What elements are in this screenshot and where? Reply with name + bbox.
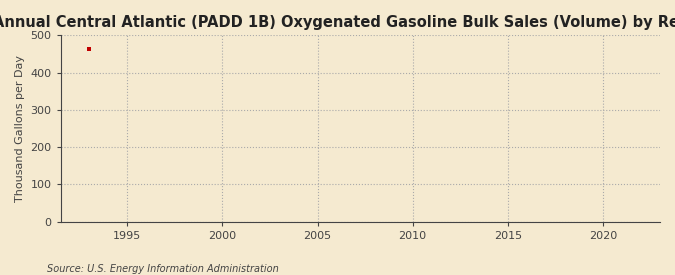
- Title: Annual Central Atlantic (PADD 1B) Oxygenated Gasoline Bulk Sales (Volume) by Ref: Annual Central Atlantic (PADD 1B) Oxygen…: [0, 15, 675, 30]
- Y-axis label: Thousand Gallons per Day: Thousand Gallons per Day: [15, 55, 25, 202]
- Text: Source: U.S. Energy Information Administration: Source: U.S. Energy Information Administ…: [47, 264, 279, 274]
